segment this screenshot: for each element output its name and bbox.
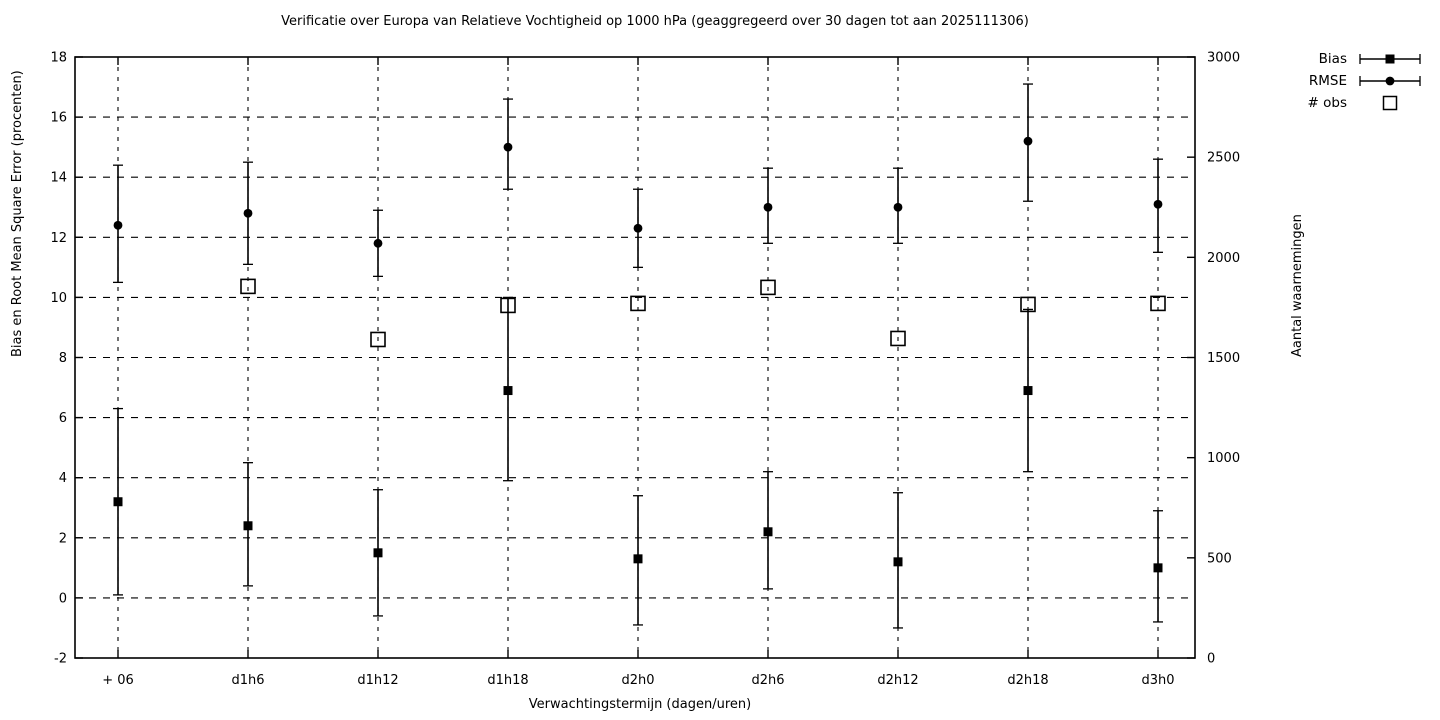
obs-point: [1150, 295, 1166, 312]
rmse-point: [373, 238, 383, 248]
obs-open-square-marker-icon: [1382, 95, 1398, 111]
x-axis-title: Verwachtingstermijn (dagen/uren): [528, 697, 752, 712]
bias-point: [113, 497, 123, 507]
legend-row-rmse: RMSE: [1308, 72, 1424, 90]
rmse-point: [1023, 136, 1033, 146]
obs-point: [240, 278, 256, 295]
x-tick-label: d1h6: [231, 673, 264, 688]
bias-point: [503, 386, 513, 396]
obs-point: [760, 279, 776, 296]
x-tick-label: d2h6: [751, 673, 784, 688]
bias-point: [243, 521, 253, 531]
y-left-tick-label: 10: [50, 291, 67, 306]
rmse-point: [1153, 199, 1163, 209]
obs-point: [630, 295, 646, 312]
rmse-point: [503, 142, 513, 152]
legend-label-obs: # obs: [1307, 95, 1347, 111]
x-tick-label: d2h0: [621, 673, 654, 688]
rmse-point: [633, 223, 643, 233]
y-right-tick-label: 3000: [1207, 51, 1240, 66]
obs-point: [1020, 296, 1036, 313]
x-tick-label: d1h12: [357, 673, 398, 688]
y-left-tick-label: 2: [59, 531, 67, 546]
x-tick-label: d1h18: [487, 673, 528, 688]
rmse-errorbar-marker-icon: [1359, 76, 1421, 86]
legend-label-bias: Bias: [1318, 51, 1347, 67]
y-right-tick-label: 500: [1207, 551, 1232, 566]
bias-point: [763, 527, 773, 537]
x-tick-label: d2h12: [877, 673, 918, 688]
axis-ticks: [75, 56, 1195, 659]
y-left-tick-label: -2: [54, 652, 67, 667]
chart-title: Verificatie over Europa van Relatieve Vo…: [281, 14, 1029, 29]
obs-series: [240, 278, 1166, 348]
bias-point: [633, 554, 643, 564]
y-right-tick-label: 1500: [1207, 351, 1240, 366]
y-left-tick-label: 8: [59, 351, 67, 366]
y-left-tick-label: 4: [59, 471, 67, 486]
legend-label-rmse: RMSE: [1308, 73, 1347, 89]
rmse-point: [113, 220, 123, 230]
y-right-tick-label: 0: [1207, 652, 1215, 667]
bias-point: [1153, 563, 1163, 573]
y-left-tick-label: 12: [50, 231, 67, 246]
gridlines: [75, 57, 1195, 658]
legend-row-bias: Bias: [1308, 50, 1424, 68]
rmse-point: [243, 208, 253, 218]
bias-point: [373, 548, 383, 558]
obs-point: [890, 330, 906, 347]
y-right-tick-label: 1000: [1207, 451, 1240, 466]
bias-point: [1023, 386, 1033, 396]
y-left-tick-label: 16: [50, 111, 67, 126]
y-left-tick-label: 6: [59, 411, 67, 426]
x-tick-label: + 06: [102, 673, 134, 688]
x-tick-label: d2h18: [1007, 673, 1048, 688]
legend: Bias RMSE # obs: [1308, 50, 1424, 112]
bias-series: [113, 296, 1163, 629]
y-right-tick-label: 2000: [1207, 251, 1240, 266]
legend-row-obs: # obs: [1308, 94, 1424, 112]
bias-errorbar-marker-icon: [1359, 54, 1421, 64]
x-tick-label: d3h0: [1141, 673, 1174, 688]
obs-point: [500, 297, 516, 314]
y-left-tick-label: 0: [59, 591, 67, 606]
rmse-series: [113, 83, 1163, 284]
y-right-tick-label: 2500: [1207, 151, 1240, 166]
obs-point: [370, 331, 386, 348]
bias-point: [893, 557, 903, 567]
rmse-point: [763, 202, 773, 212]
y-left-tick-label: 14: [50, 171, 67, 186]
rmse-point: [893, 202, 903, 212]
tick-labels: -2 0 2 4 6 8 10 12 14 16 18 0 500 1000 1500 2000 2500 300…: [50, 51, 1240, 689]
y-left-tick-label: 18: [50, 51, 67, 66]
